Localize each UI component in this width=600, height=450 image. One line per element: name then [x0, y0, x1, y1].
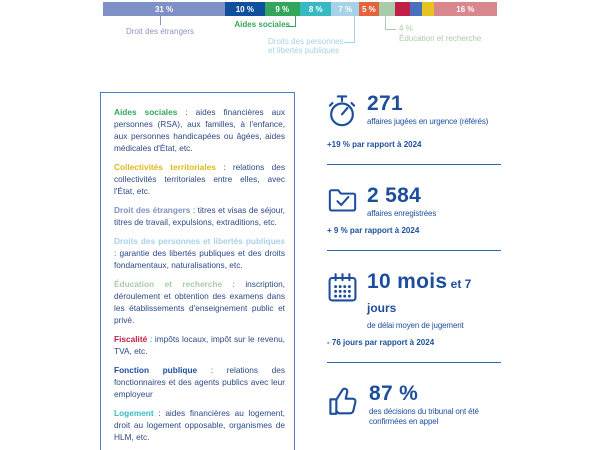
- calendar-icon: [327, 271, 359, 308]
- stat-item: 2 584 affaires enregistrées + 9 % par rapp…: [327, 185, 501, 251]
- callout-aides-sociales: Aides sociales: [234, 20, 290, 29]
- stat-label: affaires enregistrées: [367, 209, 437, 218]
- stat-number-main: 10 mois: [367, 270, 448, 293]
- segment-value-label: 9 %: [275, 4, 290, 14]
- callout-line-2: et libertés publiques: [268, 46, 340, 55]
- bar-segment: [422, 2, 434, 16]
- stat-text: 2 584 affaires enregistrées: [367, 185, 501, 219]
- segment-value-label: 8 %: [308, 4, 323, 14]
- connector-elbow: [286, 16, 296, 27]
- stat-separator: [327, 164, 501, 165]
- stat-text: 271 affaires jugées en urgence (référés): [367, 93, 501, 127]
- definition-item: Fonction publique : relations des foncti…: [114, 364, 285, 400]
- callout-droit-etrangers: Droit des étrangers: [125, 27, 195, 36]
- definition-item: Droit des étrangers : titres et visas de…: [114, 204, 285, 228]
- bar-segment: [410, 2, 423, 16]
- stat-text: 87 % des décisions du tribunal ont été co…: [369, 383, 501, 427]
- stat-number: 10 mois et 7 jours: [367, 271, 501, 319]
- contentieux-stacked-bar: 31 % 10 % 9 % 8 % 7 % 5 % 16 %: [103, 2, 497, 16]
- definition-item: Éducation et recherche : inscription, dé…: [114, 278, 285, 326]
- stat-separator: [327, 250, 501, 251]
- callout-education-label: Éducation et recherche: [399, 34, 482, 43]
- stat-delta: + 9 % par rapport à 2024: [327, 226, 420, 235]
- stat-number-suffix: et 7 jours: [367, 277, 472, 315]
- stat-delta: +19 % par rapport à 2024: [327, 140, 422, 149]
- connector-elbow: [344, 16, 355, 43]
- bar-segment: 10 %: [225, 2, 265, 16]
- definition-term: Fiscalité: [114, 334, 148, 344]
- stat-row: 271 affaires jugées en urgence (référés): [327, 93, 501, 133]
- definition-text: : relations des collectivités territoria…: [114, 162, 285, 196]
- definition-term: Collectivités territoriales: [114, 162, 216, 172]
- stat-separator: [327, 362, 501, 363]
- stat-label: affaires jugées en urgence (référés): [367, 117, 489, 126]
- stat-label: de délai moyen de jugement: [367, 321, 464, 330]
- stat-number-main: 2 584: [367, 184, 422, 207]
- stat-row: 87 % des décisions du tribunal ont été co…: [327, 383, 501, 427]
- stat-number: 2 584: [367, 185, 501, 207]
- definition-text: : garantie des libertés publiques et des…: [114, 248, 285, 270]
- bar-segment: 8 %: [299, 2, 332, 16]
- definition-item: Collectivités territoriales : relations …: [114, 161, 285, 197]
- definition-text: : aides financières au logement, droit a…: [114, 408, 285, 442]
- stat-delta: [327, 434, 501, 435]
- definition-item: Logement : aides financières au logement…: [114, 407, 285, 443]
- segment-value-label: 10 %: [235, 4, 254, 14]
- segment-value-label: 7 %: [338, 4, 353, 14]
- definition-term: Éducation et recherche: [114, 279, 223, 289]
- segment-value-label: 5 %: [362, 4, 376, 14]
- stat-number-main: 271: [367, 92, 403, 115]
- bar-segment: 31 %: [103, 2, 226, 16]
- segment-value-label: 16 %: [456, 4, 475, 14]
- stat-item: 87 % des décisions du tribunal ont été co…: [327, 383, 501, 450]
- bar-segment: [378, 2, 395, 16]
- definition-text: : aides financières aux personnes (RSA),…: [114, 107, 285, 153]
- segment-value-label: 31 %: [154, 4, 174, 14]
- definition-term: Droits des personnes et libertés publiqu…: [114, 236, 285, 246]
- connector-line: [160, 16, 161, 25]
- stat-label: des décisions du tribunal ont été confir…: [369, 407, 479, 426]
- key-figures-panel: 271 affaires jugées en urgence (référés) +…: [327, 93, 501, 450]
- folder-check-icon: [327, 185, 359, 218]
- definition-text: : impôts locaux, impôt sur le revenu, TV…: [114, 334, 285, 356]
- bar-segment: 9 %: [264, 2, 300, 16]
- callout-line-1: Droits des personnes: [268, 37, 344, 46]
- stat-delta: - 76 jours par rapport à 2024: [327, 338, 435, 347]
- definition-text: : inscription, déroulement et obtention …: [114, 279, 285, 325]
- stat-number-main: 87 %: [369, 382, 419, 405]
- definition-text: : titres et visas de séjour, titres de t…: [114, 205, 285, 227]
- callout-droits-personnes: Droits des personnes et libertés publiqu…: [268, 37, 352, 55]
- definition-item: Droits des personnes et libertés publiqu…: [114, 235, 285, 271]
- stat-item: 10 mois et 7 jours de délai moyen de juge…: [327, 271, 501, 363]
- stat-item: 271 affaires jugées en urgence (référés) +…: [327, 93, 501, 165]
- definition-term: Logement: [114, 408, 154, 418]
- stopwatch-icon: [327, 93, 359, 133]
- definition-term: Droit des étrangers: [114, 205, 191, 215]
- bar-segment: 5 %: [359, 2, 379, 16]
- stat-number: 87 %: [369, 383, 501, 405]
- bar-segment: 16 %: [433, 2, 497, 16]
- definition-text: : relations des fonctionnaires et des ag…: [114, 365, 285, 399]
- bar-segment: [394, 2, 411, 16]
- connector-elbow: [385, 16, 396, 30]
- callout-education-value: 4 %: [399, 24, 413, 33]
- definition-item: Aides sociales : aides financières aux p…: [114, 106, 285, 154]
- definitions-panel: Aides sociales : aides financières aux p…: [100, 92, 295, 450]
- stat-number: 271: [367, 93, 501, 115]
- stat-row: 2 584 affaires enregistrées: [327, 185, 501, 219]
- thumbs-up-icon: [327, 383, 361, 423]
- definition-item: Fiscalité : impôts locaux, impôt sur le …: [114, 333, 285, 357]
- stat-text: 10 mois et 7 jours de délai moyen de juge…: [367, 271, 501, 331]
- definition-term: Aides sociales: [114, 107, 178, 117]
- definition-term: Fonction publique: [114, 365, 198, 375]
- stat-row: 10 mois et 7 jours de délai moyen de juge…: [327, 271, 501, 331]
- bar-segment: 7 %: [331, 2, 360, 16]
